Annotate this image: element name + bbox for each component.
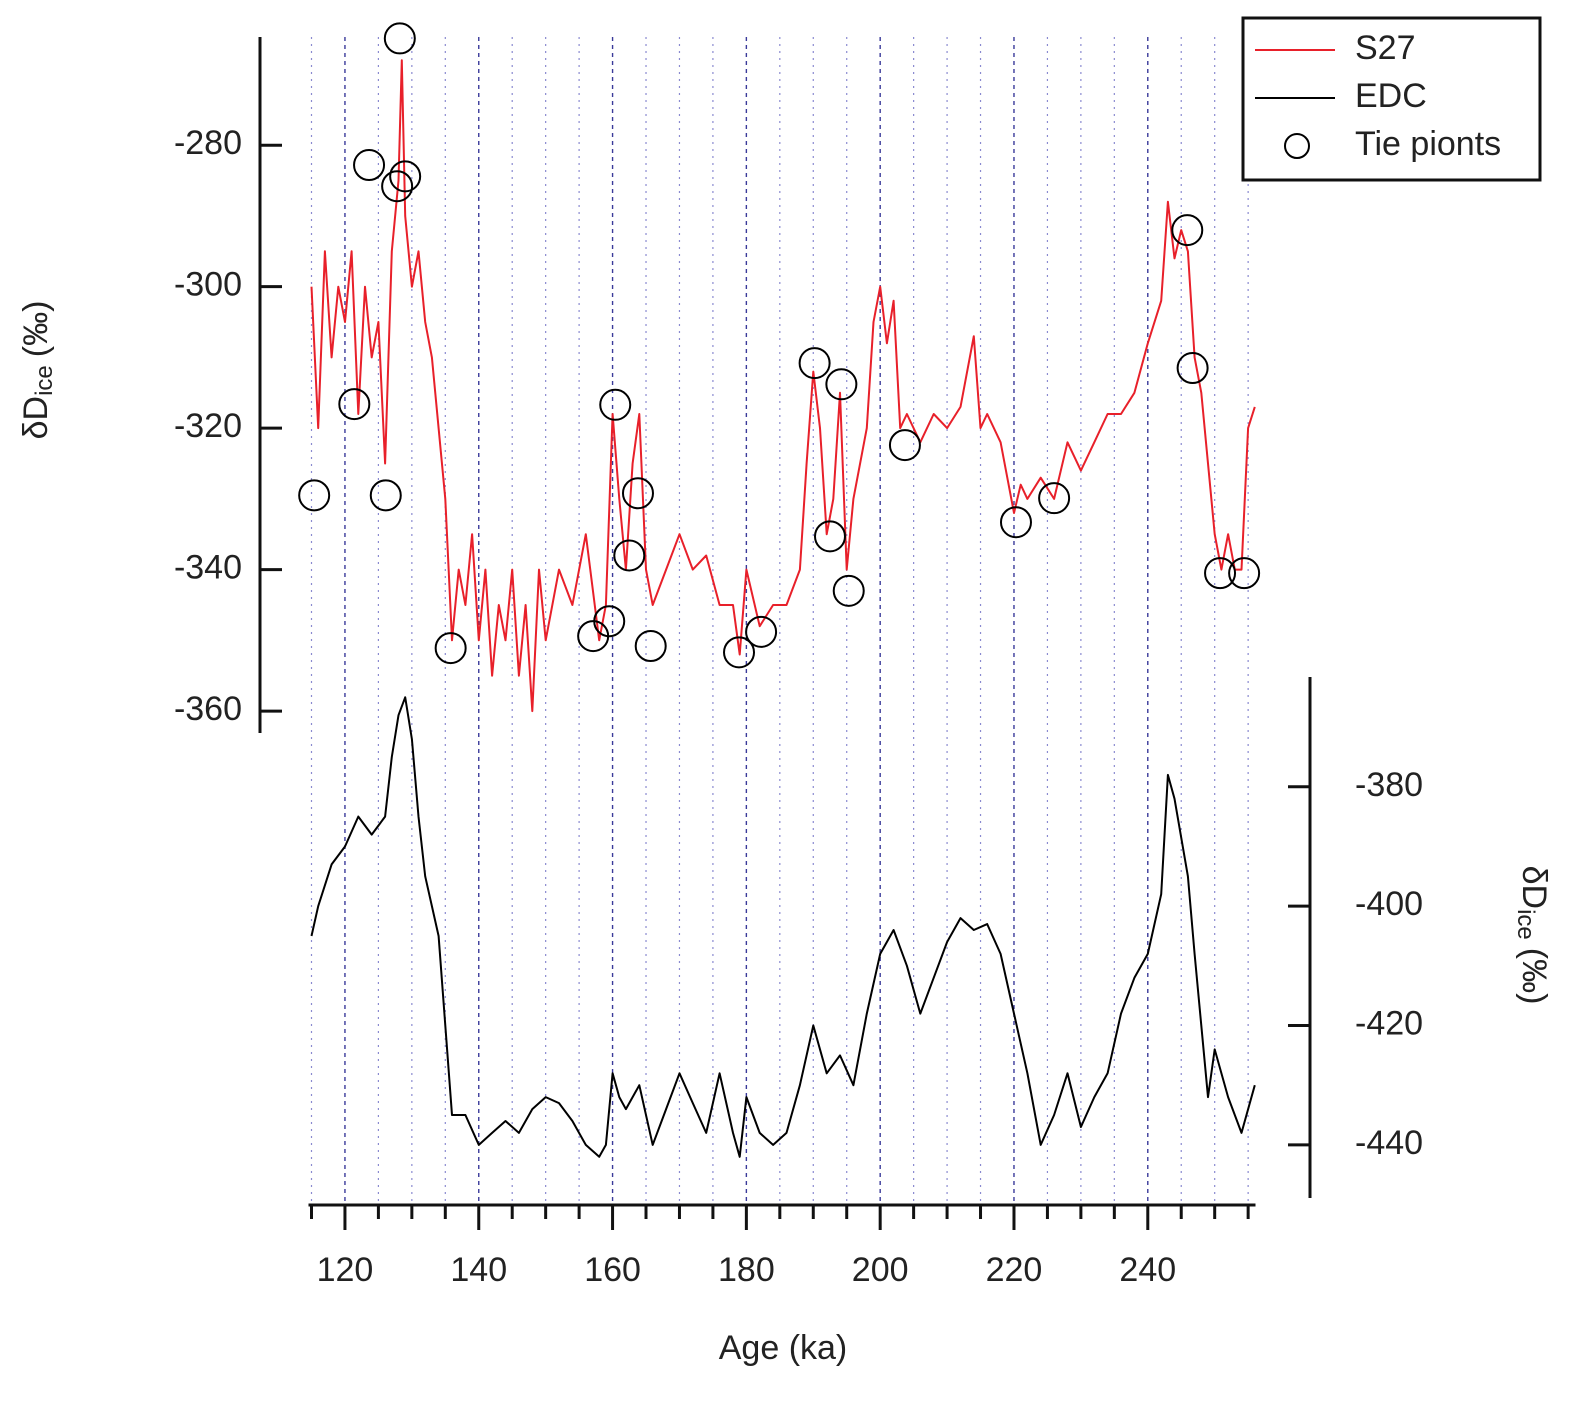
legend: S27 EDC Tie pionts: [1241, 16, 1542, 182]
y-tick-label: -320: [174, 407, 242, 445]
x-tick-label: 140: [450, 1251, 507, 1289]
tie-point: [381, 170, 414, 203]
tie-point: [999, 506, 1032, 539]
legend-marker: [1284, 133, 1310, 159]
tie-point: [298, 479, 331, 512]
tie-point: [1228, 557, 1261, 590]
tie-point: [621, 477, 654, 510]
y2-tick-label: -440: [1355, 1124, 1423, 1162]
y-axis-label: δDice (‰): [17, 301, 58, 440]
x-tick-label: 240: [1119, 1251, 1176, 1289]
tie-point: [369, 479, 402, 512]
tie-point: [723, 636, 756, 669]
y-label-text: δD: [17, 396, 55, 439]
x-tick-label: 120: [317, 1251, 374, 1289]
y-tick-label: -300: [174, 266, 242, 304]
y-tick-label: -280: [174, 124, 242, 162]
tie-point: [613, 539, 646, 572]
y-label-sub: ice: [31, 365, 58, 396]
x-tick-label: 180: [718, 1251, 775, 1289]
legend-label: Tie pionts: [1355, 125, 1501, 163]
tie-point: [338, 388, 371, 421]
y-tick-label: -340: [174, 549, 242, 587]
tie-point: [888, 429, 921, 462]
data-line: [310, 59, 1256, 713]
tie-point: [813, 520, 846, 553]
legend-label: S27: [1355, 29, 1416, 67]
legend-label: EDC: [1355, 77, 1427, 115]
y2-label-text: δD: [1515, 866, 1553, 909]
tie-point: [434, 632, 467, 665]
tie-point: [383, 22, 416, 55]
x-tick-label: 220: [986, 1251, 1043, 1289]
tie-point: [1176, 352, 1209, 385]
tie-point: [634, 630, 667, 662]
y2-tick-label: -420: [1355, 1005, 1423, 1043]
x-tick-label: 160: [584, 1251, 641, 1289]
y2-label-unit: (‰): [1515, 948, 1553, 1005]
data-line: [310, 696, 1256, 1158]
x-tick-label: 200: [852, 1251, 909, 1289]
tie-point: [745, 615, 778, 648]
tie-point: [832, 574, 865, 607]
y2-tick-label: -400: [1355, 885, 1423, 923]
x-axis-label: Age (ka): [719, 1329, 848, 1367]
y-tick-label: -360: [174, 690, 242, 728]
y-label-unit: (‰): [17, 301, 55, 358]
tie-point: [1038, 482, 1071, 515]
y2-tick-label: -380: [1355, 766, 1423, 804]
tie-point: [798, 347, 831, 380]
y2-axis-label: δDice (‰): [1512, 866, 1553, 1005]
tie-point: [353, 149, 386, 182]
tie-point: [1204, 557, 1237, 590]
tie-point: [825, 368, 858, 401]
tie-point: [599, 388, 632, 421]
tie-point: [593, 605, 626, 638]
tie-point: [389, 160, 422, 193]
tie-point: [1171, 214, 1204, 247]
y2-label-sub: ice: [1512, 909, 1539, 940]
